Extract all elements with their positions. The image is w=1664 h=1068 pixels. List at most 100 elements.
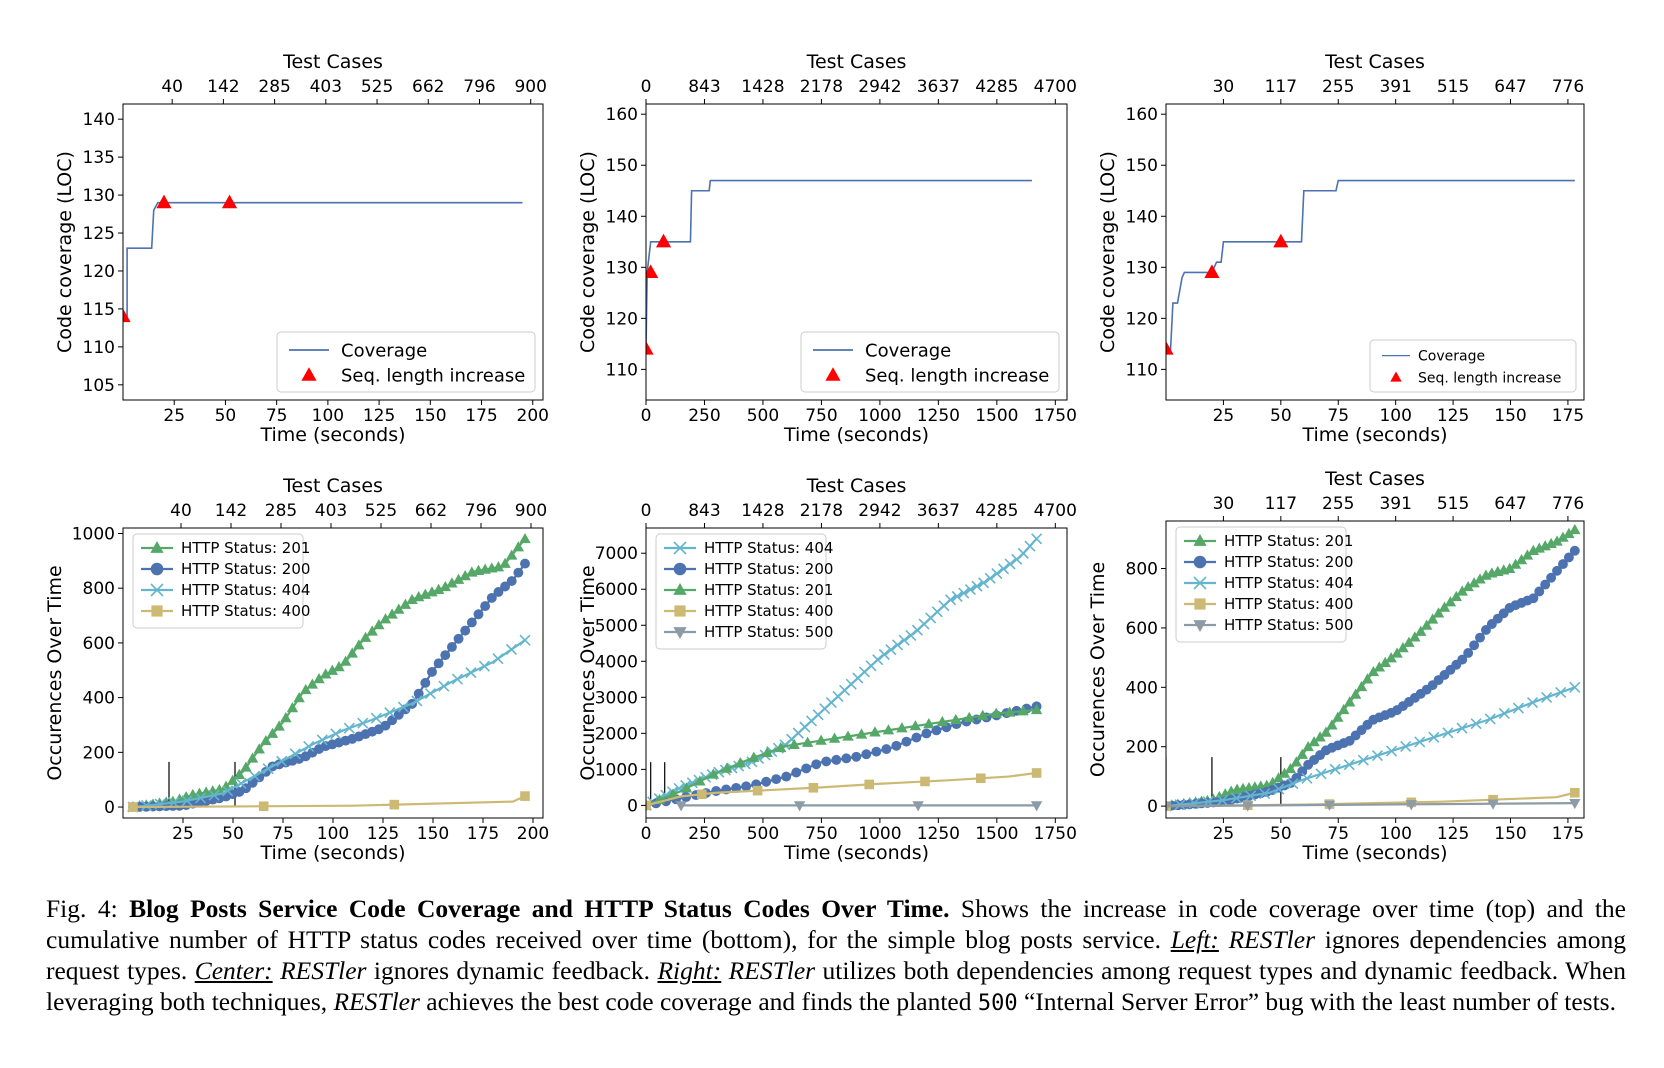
data-point [1338, 703, 1350, 715]
x-tick-label: 25 [1213, 406, 1235, 426]
x-tick-label: 750 [805, 406, 837, 426]
data-point [478, 660, 491, 672]
data-point-stroke-b [343, 722, 355, 734]
data-point [680, 782, 693, 793]
series-http-status-400 [646, 768, 1042, 811]
data-point-stroke-b [208, 789, 220, 801]
legend-swatch-marker [673, 562, 687, 576]
legend-label: HTTP Status: 404 [181, 581, 310, 599]
caption-text-1: Shows the increase in code coverage over… [46, 894, 1626, 954]
legend-swatch-marker [151, 605, 163, 617]
data-point [842, 730, 854, 741]
data-point [901, 736, 912, 747]
data-point [711, 786, 722, 796]
data-point [885, 644, 897, 656]
series-line [1166, 686, 1576, 808]
data-point [220, 780, 232, 791]
data-point [1273, 783, 1285, 795]
x-tick-label: 1250 [917, 824, 960, 844]
series-seq-length-increase [646, 233, 672, 355]
legend-coverage-label: Coverage [341, 340, 427, 361]
data-point [286, 702, 299, 713]
data-point [1296, 748, 1308, 759]
x-tick-label: 75 [272, 824, 294, 844]
x-tick-label: 1000 [858, 824, 901, 844]
data-point [912, 801, 924, 812]
data-point [828, 732, 841, 743]
legend-label: HTTP Status: 201 [704, 581, 833, 599]
top-tick-label: 776 [1552, 77, 1584, 97]
data-point [460, 625, 471, 636]
series-http-status-201 [646, 703, 1043, 810]
legend-box [132, 533, 304, 629]
data-point [1569, 523, 1581, 535]
data-point-stroke-b [303, 740, 315, 753]
plot-frame [1165, 103, 1585, 401]
legend-swatch-marker [673, 541, 687, 555]
data-point [273, 720, 285, 731]
legend-label: HTTP Status: 201 [1224, 532, 1353, 550]
top-tick-label: 525 [361, 77, 393, 97]
data-point [1503, 562, 1516, 573]
data-point [1456, 585, 1468, 596]
data-point [1474, 573, 1486, 584]
data-point [1323, 800, 1336, 811]
data-point [330, 728, 342, 740]
x-tick-label: 25 [1213, 824, 1235, 844]
legend-seq-label: Seq. length increase [341, 366, 525, 387]
plot-frame [122, 527, 544, 819]
data-point [1515, 553, 1528, 565]
legend-swatch-marker [674, 605, 686, 617]
data-point [1314, 731, 1326, 742]
data-point [920, 776, 930, 787]
legend-triangle-icon [301, 367, 317, 381]
data-point-stroke-b [991, 568, 1003, 580]
data-point [861, 749, 872, 760]
series-coverage [646, 179, 1032, 349]
data-point [1428, 731, 1440, 743]
data-point [346, 647, 358, 658]
y-tick-label: 120 [83, 262, 115, 282]
y-tick-label: 130 [1126, 258, 1158, 278]
coverage-line [646, 179, 1032, 349]
data-point [1558, 559, 1568, 570]
series-coverage [123, 201, 523, 318]
data-point [991, 568, 1003, 580]
data-point [339, 655, 352, 666]
data-point [905, 629, 917, 642]
data-point [519, 532, 531, 544]
x-axis-label: Time (seconds) [259, 842, 405, 864]
chart-panel-bottom-left: Test Cases 40 142 285 403 525 662 796 900 25 50 75 1… [44, 475, 549, 864]
data-point [869, 726, 881, 737]
data-point [761, 746, 773, 758]
data-point [520, 791, 530, 801]
x-axis-label: Time (seconds) [1301, 842, 1447, 864]
top-tick-label: 285 [258, 77, 290, 97]
data-point [379, 613, 392, 624]
data-point-stroke-b [1174, 799, 1186, 811]
series-http-status-500 [1166, 798, 1581, 813]
x-tick-label: 250 [688, 824, 720, 844]
data-point [1343, 759, 1355, 771]
data-point [306, 678, 319, 689]
data-point [864, 779, 874, 790]
data-point [788, 738, 800, 749]
data-point [128, 802, 138, 812]
data-point [771, 774, 782, 785]
y-axis-label: Occurences Over Time [1087, 562, 1109, 777]
x-tick-label: 1250 [917, 406, 960, 426]
data-point [911, 732, 922, 743]
data-point [694, 775, 706, 786]
data-point-stroke-b [505, 643, 518, 655]
data-point [696, 789, 707, 800]
plot-frame [645, 527, 1068, 819]
legend-box [655, 533, 827, 650]
legend-label: HTTP Status: 400 [704, 602, 833, 620]
y-tick-label: 3000 [595, 688, 638, 708]
data-point [667, 788, 679, 799]
caption-code-500: 500 [977, 991, 1018, 1016]
data-point [990, 707, 1002, 718]
y-tick-label: 4000 [595, 652, 638, 672]
top-tick-label: 900 [514, 77, 546, 97]
top-tick-label: 391 [1379, 77, 1411, 97]
